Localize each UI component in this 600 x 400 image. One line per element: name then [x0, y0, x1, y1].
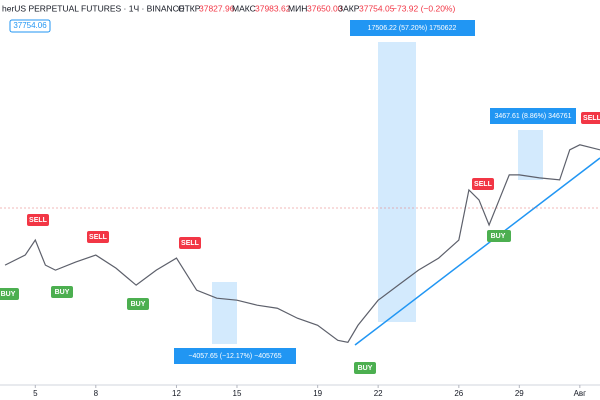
sell-label — [27, 214, 49, 226]
signal-text: SELL — [583, 115, 600, 122]
x-tick-label: 22 — [374, 389, 383, 398]
signal-text: SELL — [474, 181, 493, 188]
signal-text: SELL — [29, 217, 48, 224]
x-tick-label: 8 — [94, 389, 99, 398]
close-label: ЗАКР — [338, 3, 360, 13]
x-tick-label: 5 — [33, 389, 38, 398]
range-box — [518, 130, 543, 180]
sell-label — [179, 237, 201, 249]
range-label: 17506.22 (57.20%) 1750622 — [368, 25, 457, 32]
buy-label — [354, 362, 376, 374]
price-box — [9, 19, 51, 33]
trend-line — [354, 157, 600, 346]
x-tick-label: 26 — [454, 389, 463, 398]
low: 37650.00 — [307, 3, 343, 13]
price-line — [4, 144, 600, 343]
signal-text: BUY — [131, 301, 146, 308]
open: 37827.96 — [199, 3, 235, 13]
low-label: МИН — [288, 3, 307, 13]
sell-label — [581, 112, 600, 124]
buy-label — [487, 230, 509, 242]
range-box — [378, 42, 416, 322]
high-label: МАКС — [232, 3, 256, 13]
buy-label — [51, 286, 73, 298]
sell-label — [472, 178, 494, 190]
range-label-bg — [490, 108, 576, 124]
range-label-bg — [350, 20, 475, 36]
signal-text: BUY — [491, 233, 506, 240]
x-tick-label: 19 — [313, 389, 322, 398]
range-label-bg — [174, 348, 296, 364]
x-tick-label: 15 — [233, 389, 242, 398]
signal-text: SELL — [181, 240, 200, 247]
buy-label — [127, 298, 149, 310]
open-label: ОТКР — [178, 3, 201, 13]
buy-label — [0, 288, 19, 300]
signal-text: BUY — [55, 289, 70, 296]
signal-text: BUY — [358, 365, 373, 372]
x-tick-label: 29 — [515, 389, 524, 398]
change: −73.92 (−0.20%) — [392, 3, 455, 13]
high: 37983.62 — [255, 3, 291, 13]
range-label: 3467.61 (8.86%) 346761 — [494, 113, 571, 120]
x-tick-label: Авг — [574, 389, 587, 398]
x-tick-label: 12 — [172, 389, 181, 398]
signal-text: BUY — [1, 291, 16, 298]
signal-text: SELL — [89, 234, 108, 241]
range-label: −4057.65 (−12.17%) −405765 — [188, 353, 281, 360]
symbol: herUS PERPETUAL FUTURES · 1Ч · BINANCE — [2, 3, 185, 13]
sell-label — [87, 231, 109, 243]
close: 37754.05 — [359, 3, 395, 13]
price-box-text: 37754.06 — [13, 21, 47, 30]
range-box — [212, 282, 237, 344]
